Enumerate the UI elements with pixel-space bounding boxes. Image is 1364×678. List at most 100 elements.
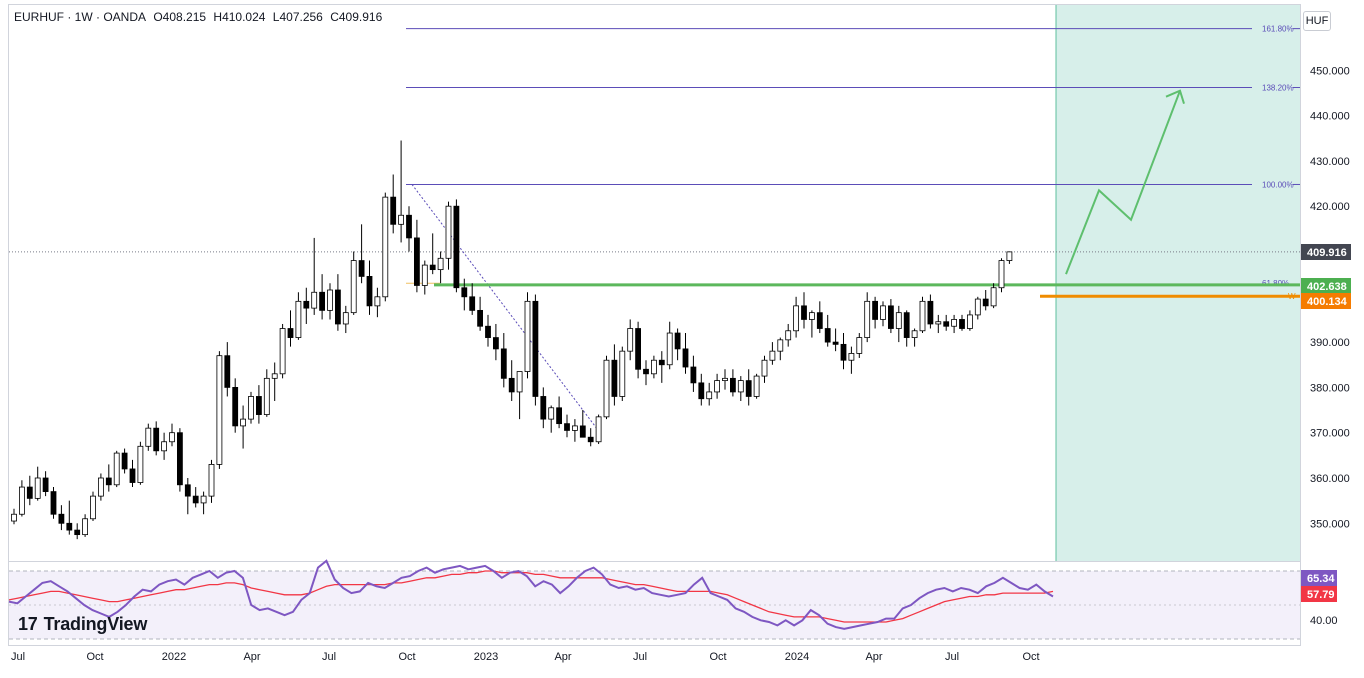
candle-body [785, 330, 792, 341]
candle [990, 283, 997, 309]
candle [880, 301, 886, 327]
candle [903, 310, 910, 347]
time-tick: Apr [554, 651, 571, 663]
candle [208, 459, 215, 503]
candle [485, 314, 491, 347]
candle-body [777, 339, 784, 352]
candle [943, 314, 950, 331]
candle-body [919, 300, 926, 332]
candle-body [674, 332, 681, 350]
price-label-text: 402.638 [1307, 281, 1347, 293]
candle-body [11, 513, 17, 522]
candle-body [943, 321, 950, 327]
time-tick: Oct [398, 651, 415, 663]
candle-body [911, 330, 918, 338]
candle-body [951, 319, 957, 327]
candle-body [176, 432, 183, 486]
candle [374, 287, 381, 318]
candle [666, 321, 673, 370]
candle [461, 278, 468, 311]
candle-body [421, 264, 428, 286]
candle-body [437, 257, 444, 271]
projection-arrow[interactable] [1065, 90, 1181, 275]
candle-body [508, 377, 515, 393]
candle [50, 487, 57, 519]
time-tick: Oct [1022, 651, 1039, 663]
candle [524, 292, 531, 379]
candle-body [959, 319, 965, 329]
candle [342, 305, 349, 334]
candle [824, 314, 831, 347]
candle-body [635, 328, 641, 370]
time-tick: Oct [709, 651, 726, 663]
candle-body [311, 291, 318, 309]
candle-body [840, 343, 847, 361]
candle-body [350, 260, 357, 314]
candle-body [722, 377, 728, 382]
candle-body [34, 477, 41, 499]
candle [105, 464, 112, 492]
candle [113, 450, 120, 488]
legend-open: O408.215 [153, 10, 207, 24]
candle [809, 310, 815, 338]
candle-body [658, 359, 665, 366]
time-axis[interactable]: Jul Oct 2022 Apr Jul Oct 2023 Apr Jul Oct 2024 Apr J… [11, 651, 1040, 663]
candle-body [26, 486, 33, 499]
symbol-legend[interactable]: EURHUF · 1W · OANDA O408.215 H410.024 L4… [14, 10, 386, 24]
candle-body [287, 328, 294, 338]
candle-body [872, 300, 878, 320]
candle-body [540, 396, 547, 420]
candle-body [714, 380, 720, 393]
candle [34, 466, 41, 501]
candle [730, 369, 736, 397]
candle-body [737, 380, 744, 393]
fib-levels[interactable]: 161.80%138.20%100.00%61.80% [406, 25, 1300, 289]
candle-body [690, 366, 697, 384]
time-tick: Jul [633, 651, 647, 663]
candle-body [145, 427, 152, 447]
candle-body [1006, 251, 1013, 261]
candle [516, 371, 523, 420]
candle [121, 448, 128, 474]
candle [390, 174, 397, 234]
price-label-box [1301, 244, 1351, 260]
currency-button[interactable]: HUF [1303, 11, 1331, 31]
candle [587, 428, 594, 447]
candle-body [888, 305, 894, 329]
price-tick: 360.000 [1310, 473, 1350, 485]
candle [232, 378, 239, 433]
candle [453, 199, 460, 293]
candle-body [706, 391, 713, 400]
candle [540, 387, 547, 429]
dotted-trendline[interactable] [411, 184, 601, 434]
logo-text: TradingView [43, 614, 148, 634]
candle [635, 321, 641, 379]
candle-body [232, 386, 239, 427]
candle [382, 192, 389, 302]
candle [603, 355, 610, 420]
candle [643, 360, 649, 386]
candle [698, 373, 705, 406]
candle-body [279, 328, 286, 375]
time-tick: Jul [945, 651, 959, 663]
candle [500, 333, 507, 388]
tradingview-logo: 17 TradingView [18, 614, 147, 635]
candle-body [74, 529, 81, 536]
candle [445, 201, 452, 270]
legend-close: C409.916 [330, 10, 383, 24]
rsi-axis[interactable]: 40.00 [1310, 615, 1338, 627]
candle [279, 323, 286, 379]
price-tick: 420.000 [1310, 201, 1350, 213]
projection-arrowhead [1165, 89, 1185, 104]
candle [137, 441, 144, 485]
candle [153, 421, 160, 456]
candle [90, 491, 96, 522]
candle-body [556, 407, 562, 425]
time-tick: Jul [11, 651, 25, 663]
candle-body [358, 260, 365, 277]
candles[interactable] [11, 140, 1013, 540]
price-labels: 409.916 402.638 400.134 65.34 57.79 [1301, 244, 1351, 602]
candle-body [42, 477, 49, 492]
